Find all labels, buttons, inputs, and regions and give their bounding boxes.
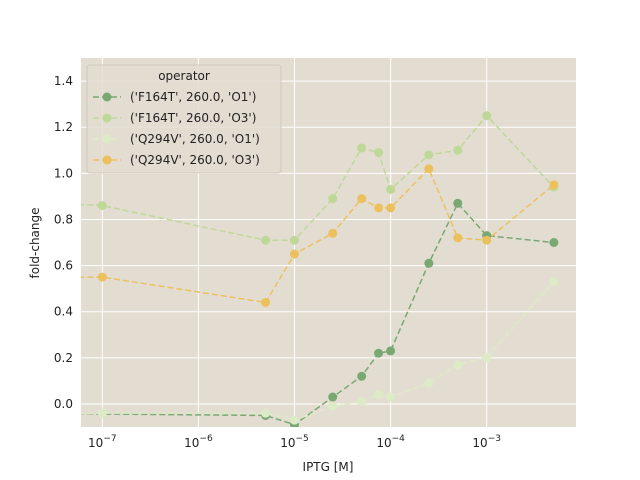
y-tick-label: 0.8 <box>54 212 73 226</box>
y-axis: 0.0 0.2 0.4 0.6 0.8 1.0 1.2 1.4 <box>54 74 73 411</box>
data-point <box>290 249 300 259</box>
legend: operator ('F164T', 260.0, 'O1') ('F164T',… <box>86 64 282 174</box>
data-point <box>424 258 434 268</box>
data-point <box>2 411 11 420</box>
data-point <box>357 143 367 153</box>
legend-entry: ('Q294V', 260.0, 'O1') <box>130 132 260 146</box>
series-1 <box>2 111 559 245</box>
data-point <box>453 360 463 370</box>
x-axis-label: IPTG [M] <box>303 460 354 474</box>
data-point <box>549 238 559 247</box>
legend-title: operator <box>158 69 210 83</box>
series-3 <box>2 164 559 307</box>
series-line <box>81 114 555 241</box>
data-point <box>482 111 492 121</box>
data-point <box>424 150 434 160</box>
data-point <box>386 203 396 213</box>
series-layer <box>2 111 559 427</box>
data-point <box>2 273 11 282</box>
data-point <box>290 235 300 245</box>
data-point <box>357 194 367 204</box>
data-point <box>261 235 271 245</box>
series-line <box>81 281 555 421</box>
y-tick-label: 0.2 <box>54 351 73 365</box>
x-tick-label: 10−4 <box>376 434 405 450</box>
data-point <box>386 346 396 356</box>
data-point <box>482 353 492 363</box>
data-point <box>453 198 463 208</box>
legend-entry: ('F164T', 260.0, 'O1') <box>130 90 256 104</box>
legend-entry: ('F164T', 260.0, 'O3') <box>130 111 256 125</box>
legend-swatch-marker <box>102 155 112 165</box>
y-tick-label: 0.4 <box>54 305 73 319</box>
legend-swatch-marker <box>102 134 112 144</box>
data-point <box>97 408 107 418</box>
x-tick-label: 10−6 <box>184 434 213 450</box>
data-point <box>453 233 463 243</box>
data-point <box>97 272 107 282</box>
data-point <box>549 180 559 190</box>
y-tick-label: 0.0 <box>54 397 73 411</box>
data-point <box>386 184 396 194</box>
legend-swatch-marker <box>102 92 112 102</box>
data-point <box>482 235 492 245</box>
series-2 <box>2 277 559 425</box>
y-axis-label: fold-change <box>28 207 42 278</box>
legend-swatch-marker <box>102 113 112 123</box>
x-tick-label: 10−3 <box>472 434 501 450</box>
data-point <box>328 228 338 238</box>
data-point <box>2 409 11 418</box>
data-point <box>549 277 559 287</box>
data-point <box>374 148 384 158</box>
data-point <box>424 378 434 388</box>
data-point <box>328 401 338 411</box>
data-point <box>328 194 338 204</box>
y-tick-label: 1.4 <box>54 74 73 88</box>
y-tick-label: 1.0 <box>54 166 73 180</box>
data-point <box>357 397 367 407</box>
series-line <box>81 167 555 304</box>
data-point <box>374 348 384 358</box>
data-point <box>424 164 434 174</box>
data-point <box>357 371 367 381</box>
data-point <box>374 390 384 400</box>
x-tick-label: 10−7 <box>88 434 117 450</box>
x-tick-label: 10−5 <box>280 434 309 450</box>
data-point <box>386 392 396 402</box>
data-point <box>261 408 271 418</box>
y-tick-label: 1.2 <box>54 120 73 134</box>
data-point <box>97 201 107 211</box>
data-point <box>453 145 463 155</box>
legend-box <box>86 64 282 174</box>
legend-entry: ('Q294V', 260.0, 'O3') <box>130 153 260 167</box>
data-point <box>290 415 300 425</box>
data-point <box>2 196 11 205</box>
data-point <box>374 203 384 213</box>
data-point <box>328 392 338 402</box>
data-point <box>261 297 271 307</box>
y-tick-label: 0.6 <box>54 259 73 273</box>
x-axis: 10−7 10−6 10−5 10−4 10−3 <box>88 434 501 450</box>
